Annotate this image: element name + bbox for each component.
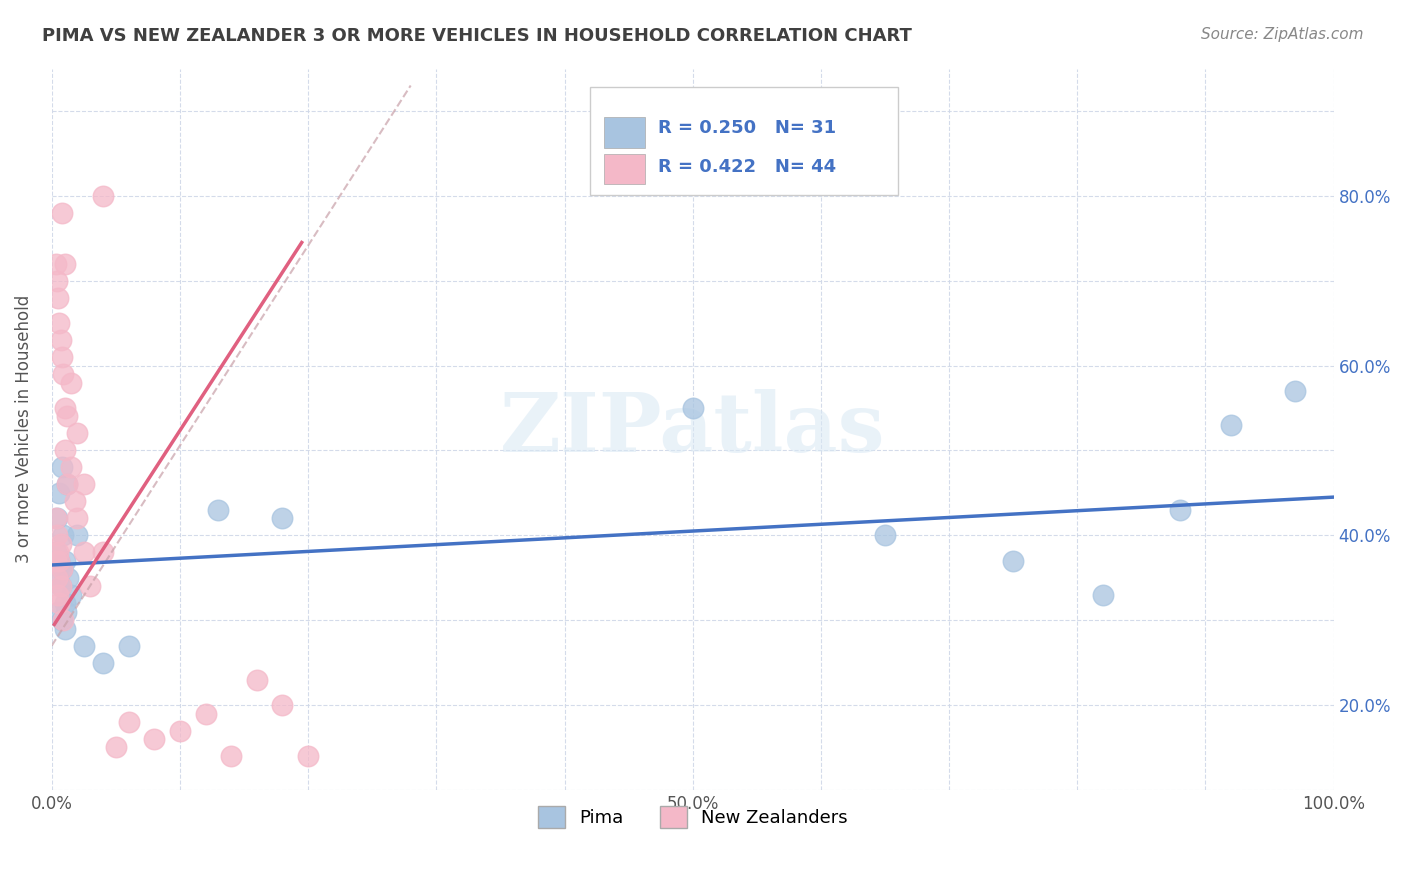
Point [59, 376, 82, 390]
Point [91, 189, 114, 203]
Text: ZIPatlas: ZIPatlas [501, 389, 886, 469]
FancyBboxPatch shape [605, 153, 645, 184]
Point [49, 579, 72, 593]
Point [219, 748, 242, 763]
Point [49, 537, 72, 551]
Point [1284, 384, 1306, 398]
Point [55, 605, 77, 619]
Point [56, 409, 79, 424]
Point [51, 613, 73, 627]
Point [52, 613, 75, 627]
Point [53, 257, 76, 271]
Point [53, 622, 76, 636]
Point [53, 401, 76, 415]
Point [48, 596, 70, 610]
Point [1168, 503, 1191, 517]
Point [1220, 417, 1243, 432]
Point [118, 639, 141, 653]
Point [59, 588, 82, 602]
Point [169, 723, 191, 738]
Point [45, 571, 67, 585]
Point [48, 316, 70, 330]
Point [246, 673, 269, 687]
Text: R = 0.422   N= 44: R = 0.422 N= 44 [658, 158, 837, 176]
Point [48, 554, 70, 568]
Point [52, 528, 75, 542]
Y-axis label: 3 or more Vehicles in Household: 3 or more Vehicles in Household [15, 295, 32, 564]
Point [91, 656, 114, 670]
Point [51, 562, 73, 576]
Point [45, 257, 67, 271]
Point [1091, 588, 1114, 602]
Point [53, 554, 76, 568]
Point [873, 528, 896, 542]
Point [49, 579, 72, 593]
Point [51, 206, 73, 220]
Point [271, 698, 294, 712]
Point [207, 503, 229, 517]
Point [45, 274, 67, 288]
Text: Source: ZipAtlas.com: Source: ZipAtlas.com [1201, 27, 1364, 42]
Point [46, 605, 69, 619]
Point [52, 367, 75, 381]
Text: R = 0.250   N= 31: R = 0.250 N= 31 [658, 119, 837, 136]
Point [59, 460, 82, 475]
Point [118, 714, 141, 729]
Point [63, 494, 86, 508]
Point [73, 545, 96, 559]
Point [91, 545, 114, 559]
Point [682, 401, 704, 415]
FancyBboxPatch shape [591, 87, 898, 194]
Point [58, 571, 80, 585]
Point [46, 588, 69, 602]
Point [73, 477, 96, 491]
Point [297, 748, 319, 763]
Point [51, 562, 73, 576]
Point [46, 545, 69, 559]
Point [143, 731, 166, 746]
Point [46, 291, 69, 305]
Point [48, 486, 70, 500]
Point [45, 554, 67, 568]
Point [56, 477, 79, 491]
Point [271, 511, 294, 525]
Point [66, 426, 89, 441]
Point [1002, 554, 1025, 568]
Point [56, 477, 79, 491]
Point [45, 545, 67, 559]
Point [45, 511, 67, 525]
Point [104, 740, 127, 755]
Point [51, 350, 73, 364]
Point [53, 596, 76, 610]
Point [51, 460, 73, 475]
Point [45, 511, 67, 525]
Point [45, 528, 67, 542]
Legend: Pima, New Zealanders: Pima, New Zealanders [530, 798, 855, 835]
Point [66, 511, 89, 525]
Point [53, 443, 76, 458]
Point [49, 333, 72, 347]
Point [73, 639, 96, 653]
Point [66, 528, 89, 542]
Point [79, 579, 101, 593]
Text: PIMA VS NEW ZEALANDER 3 OR MORE VEHICLES IN HOUSEHOLD CORRELATION CHART: PIMA VS NEW ZEALANDER 3 OR MORE VEHICLES… [42, 27, 912, 45]
Point [194, 706, 217, 721]
FancyBboxPatch shape [605, 118, 645, 148]
Point [46, 571, 69, 585]
Point [48, 554, 70, 568]
